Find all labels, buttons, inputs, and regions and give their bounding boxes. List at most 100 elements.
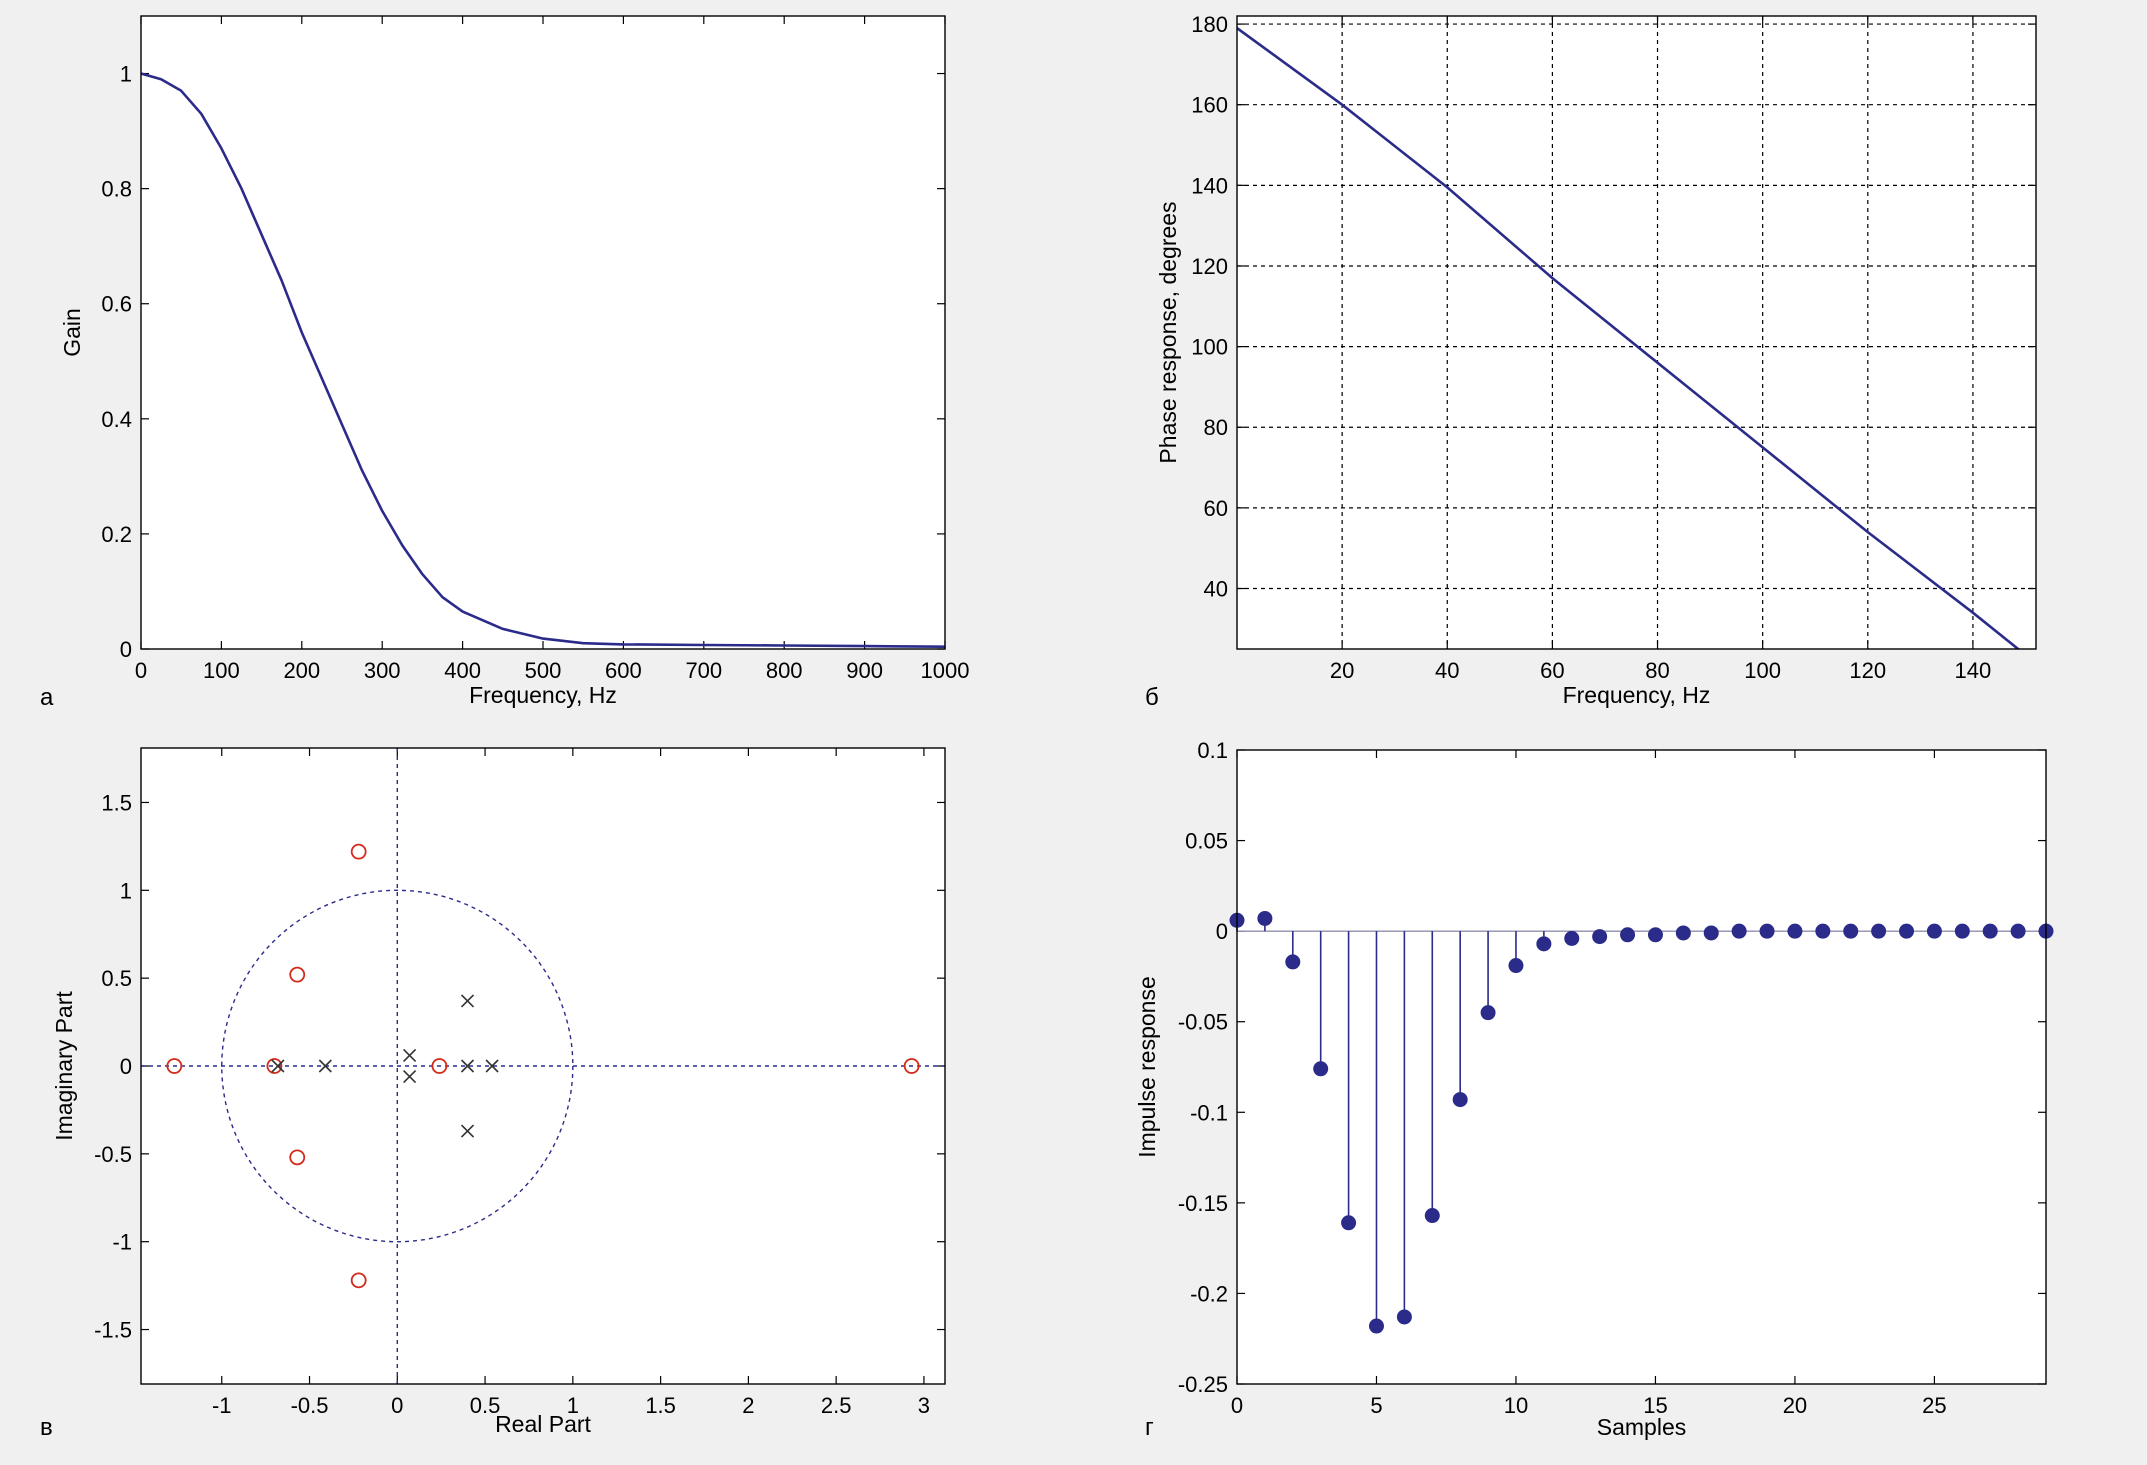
y-tick-label: 40: [1204, 577, 1228, 602]
stem-marker: [1341, 1215, 1357, 1231]
axes-frame: [1236, 749, 2047, 1385]
y-tick-label: 1: [120, 878, 132, 903]
x-tick-label: 15: [1643, 1393, 1667, 1418]
x-tick-label: 0: [1231, 1393, 1243, 1418]
stem-marker: [1564, 930, 1580, 946]
axes-frame: [140, 747, 946, 1385]
y-tick-label: 0: [120, 1054, 132, 1079]
axes-frame: [140, 15, 946, 650]
x-tick-label: 20: [1783, 1393, 1807, 1418]
x-axis-title: Frequency, Hz: [469, 682, 617, 708]
x-tick-label: 100: [1744, 658, 1781, 683]
x-axis-title: Frequency, Hz: [1563, 682, 1711, 708]
x-tick-label: 10: [1504, 1393, 1528, 1418]
stem-marker: [1703, 925, 1719, 941]
pole-marker: [271, 1059, 285, 1073]
y-tick-label: -0.05: [1178, 1010, 1228, 1035]
zero-marker: [350, 1272, 367, 1289]
y-tick-label: 0: [120, 637, 132, 662]
stem-marker: [2010, 923, 2026, 939]
stem-marker: [1424, 1208, 1440, 1224]
y-tick-label: -0.1: [1190, 1100, 1228, 1125]
x-tick-label: 80: [1645, 658, 1669, 683]
stem-marker: [1313, 1061, 1329, 1077]
x-tick-label: 120: [1849, 658, 1886, 683]
stem-marker: [1257, 910, 1273, 926]
x-tick-label: 0.5: [470, 1393, 501, 1418]
y-tick-label: 120: [1191, 254, 1228, 279]
x-tick-label: 800: [766, 658, 803, 683]
panel-letter: б: [1145, 684, 1159, 711]
x-tick-label: 1000: [921, 658, 970, 683]
pole-marker: [460, 1059, 475, 1073]
stem-marker: [1843, 923, 1859, 939]
x-tick-label: 100: [203, 658, 240, 683]
x-tick-label: 140: [1955, 658, 1992, 683]
x-tick-label: 1.5: [645, 1393, 676, 1418]
x-tick-label: -0.5: [291, 1393, 329, 1418]
stem-marker: [1285, 954, 1301, 970]
plot-area: [141, 16, 945, 649]
panel-letter: a: [40, 684, 54, 711]
y-tick-label: 0.6: [101, 292, 132, 317]
pole-marker: [318, 1059, 332, 1073]
y-tick-label: -1: [112, 1230, 132, 1255]
stem-marker: [1647, 927, 1663, 943]
x-tick-label: 400: [444, 658, 481, 683]
x-tick-label: 300: [364, 658, 401, 683]
x-tick-label: 20: [1330, 658, 1354, 683]
pole-marker: [403, 1048, 417, 1063]
y-tick-label: 0.4: [101, 407, 132, 432]
y-tick-label: 0.1: [1197, 738, 1228, 763]
stem-marker: [1675, 925, 1691, 941]
y-tick-label: 80: [1204, 415, 1228, 440]
x-tick-label: 60: [1540, 658, 1564, 683]
stem-marker: [1536, 936, 1552, 952]
phase-series-line: [1237, 27, 2021, 649]
x-tick-label: 1: [567, 1393, 579, 1418]
y-tick-label: 0: [1216, 919, 1228, 944]
y-axis-title: Gain: [59, 308, 85, 357]
panel-c-pole-zero-plot: -1 -0.5 0 0.5 1 1.5 2 2.5 3 -1.5 -1 -0.5 0 0.5 1 1.5 Rea…: [40, 747, 946, 1441]
stem-marker: [1759, 923, 1775, 939]
x-tick-label: 2: [742, 1393, 754, 1418]
x-tick-label: 5: [1370, 1393, 1382, 1418]
zero-marker: [903, 1058, 920, 1074]
y-tick-label: 0.05: [1185, 829, 1228, 854]
stem-marker: [1731, 923, 1747, 939]
stem-marker: [1787, 923, 1803, 939]
stem-marker: [1620, 927, 1636, 943]
zero-marker: [166, 1058, 183, 1074]
y-tick-label: 100: [1191, 335, 1228, 360]
stem-marker: [1982, 923, 1998, 939]
stem-marker: [1452, 1092, 1468, 1108]
unit-circle: [221, 889, 574, 1243]
stem-marker: [1396, 1309, 1412, 1325]
plot-area: [1237, 750, 2046, 1384]
panel-letter: в: [40, 1414, 53, 1441]
zero-marker: [289, 966, 306, 983]
y-tick-label: -1.5: [94, 1318, 132, 1343]
pole-marker: [460, 1124, 475, 1138]
x-tick-label: 25: [1922, 1393, 1946, 1418]
x-tick-label: 40: [1435, 658, 1459, 683]
y-tick-label: -0.25: [1178, 1372, 1228, 1397]
y-tick-label: -0.5: [94, 1142, 132, 1167]
stem-marker: [1815, 923, 1831, 939]
pole-marker: [460, 994, 475, 1008]
x-tick-label: 500: [525, 658, 562, 683]
y-tick-label: 0.2: [101, 522, 132, 547]
stem-marker: [1871, 923, 1887, 939]
stem-marker: [1954, 923, 1970, 939]
panel-b-phase-plot: 20 40 60 80 100 120 140 40 60 80 100 120 140 160 180 Fr…: [1145, 12, 2037, 711]
panel-d-impulse-plot: 0 5 10 15 20 25 -0.25 -0.2 -0.15 -0.1 -0.05 0 0.05 0.…: [1134, 738, 2054, 1441]
zero-marker: [350, 843, 367, 860]
x-tick-label: -1: [212, 1393, 232, 1418]
panel-letter: г: [1145, 1414, 1154, 1441]
x-tick-label: 200: [283, 658, 320, 683]
y-tick-label: 140: [1191, 173, 1228, 198]
stem-marker: [1508, 958, 1524, 974]
x-tick-label: 700: [685, 658, 722, 683]
y-tick-label: 1: [120, 62, 132, 87]
panel-a-gain-plot: 0 100 200 300 400 500 600 700 800 900 1000 0 0.2 0.4 0…: [40, 15, 970, 711]
